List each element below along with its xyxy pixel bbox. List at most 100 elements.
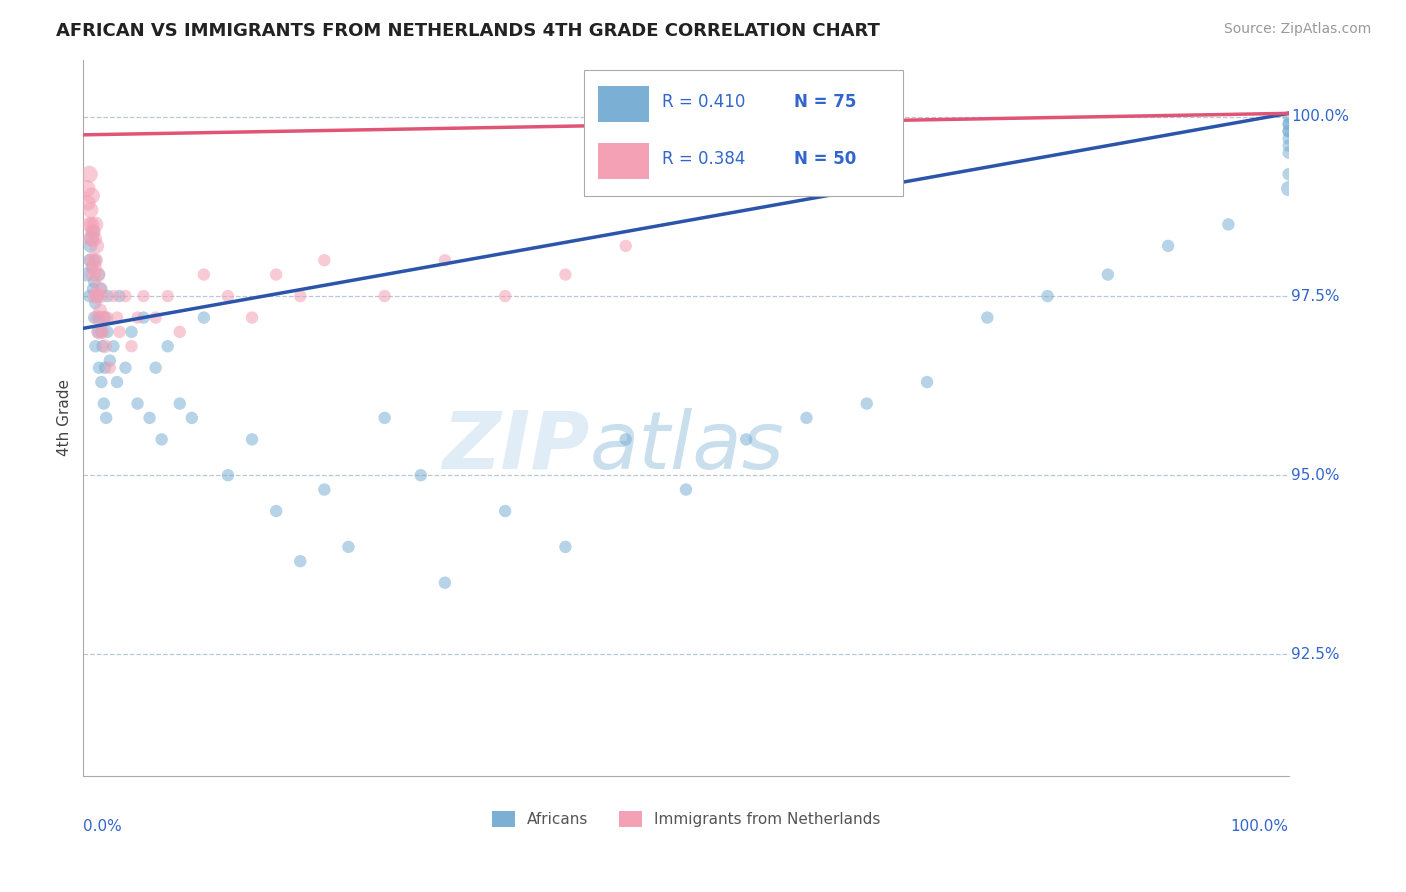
Point (86, 239, 108, 253)
Point (409, 468, 432, 483)
Point (290, 554, 312, 568)
Point (132, 310, 155, 325)
Point (554, 540, 576, 554)
Point (84, 289, 107, 303)
Text: 0.0%: 0.0% (83, 819, 122, 834)
Point (121, 325, 143, 339)
FancyBboxPatch shape (583, 70, 903, 195)
Point (614, 239, 637, 253)
Text: 100.0%: 100.0% (1291, 110, 1348, 124)
Point (87, 282, 110, 296)
Point (150, 433, 173, 447)
Point (96, 310, 118, 325)
Point (82, 225, 104, 239)
Point (374, 289, 396, 303)
Point (735, 433, 758, 447)
Point (1278, 131, 1301, 145)
Point (494, 289, 516, 303)
Point (337, 540, 360, 554)
Point (94, 339, 117, 353)
Point (84, 253, 107, 268)
Point (90, 289, 112, 303)
Point (614, 433, 637, 447)
Point (108, 325, 131, 339)
Point (87, 268, 110, 282)
Point (915, 375, 938, 389)
Point (1278, 145, 1301, 160)
Point (156, 339, 179, 353)
Point (84, 253, 107, 268)
Point (76, 268, 98, 282)
Text: AFRICAN VS IMMIGRANTS FROM NETHERLANDS 4TH GRADE CORRELATION CHART: AFRICAN VS IMMIGRANTS FROM NETHERLANDS 4… (56, 22, 880, 40)
Point (80, 218, 103, 232)
Point (433, 575, 456, 590)
Point (855, 396, 877, 410)
Point (138, 410, 160, 425)
Text: N = 50: N = 50 (794, 150, 856, 169)
Point (96, 289, 118, 303)
Text: 95.0%: 95.0% (1291, 467, 1340, 483)
Point (87, 268, 110, 282)
Point (84, 339, 107, 353)
Point (132, 289, 155, 303)
Point (96, 410, 118, 425)
Point (80, 260, 103, 275)
Point (103, 289, 125, 303)
Text: N = 75: N = 75 (794, 93, 856, 111)
Point (90, 325, 112, 339)
Point (87, 325, 110, 339)
Point (91, 339, 114, 353)
Point (94, 310, 117, 325)
Point (98, 353, 121, 368)
Point (127, 396, 149, 410)
Point (105, 310, 128, 325)
Point (82, 268, 104, 282)
Point (374, 410, 396, 425)
Point (494, 504, 516, 518)
Point (76, 181, 98, 195)
Point (156, 289, 179, 303)
Point (79, 239, 101, 253)
Point (83, 275, 105, 289)
Point (169, 396, 191, 410)
Point (1278, 124, 1301, 138)
Point (90, 375, 112, 389)
Point (108, 289, 131, 303)
Point (84, 218, 107, 232)
Point (98, 360, 121, 375)
Point (91, 325, 114, 339)
Point (82, 225, 104, 239)
Point (193, 310, 215, 325)
Text: Source: ZipAtlas.com: Source: ZipAtlas.com (1223, 22, 1371, 37)
Text: atlas: atlas (589, 408, 785, 485)
Point (554, 268, 576, 282)
Point (145, 310, 167, 325)
Point (79, 289, 101, 303)
Point (105, 375, 128, 389)
Point (1218, 218, 1240, 232)
Point (87, 310, 110, 325)
Point (240, 433, 263, 447)
Point (290, 289, 312, 303)
Point (1278, 117, 1301, 131)
Point (80, 188, 103, 202)
Point (1036, 289, 1059, 303)
Point (976, 310, 998, 325)
Point (87, 289, 110, 303)
Point (77, 195, 100, 210)
Point (94, 360, 117, 375)
Text: ZIP: ZIP (441, 408, 589, 485)
Point (314, 253, 336, 268)
Legend: Africans, Immigrants from Netherlands: Africans, Immigrants from Netherlands (485, 805, 886, 833)
Point (82, 282, 104, 296)
Point (83, 232, 105, 246)
Point (83, 260, 105, 275)
Point (433, 253, 456, 268)
Point (86, 289, 108, 303)
Point (79, 232, 101, 246)
Point (217, 468, 239, 483)
Point (217, 289, 239, 303)
Point (79, 218, 101, 232)
Point (1097, 268, 1119, 282)
Point (103, 339, 125, 353)
